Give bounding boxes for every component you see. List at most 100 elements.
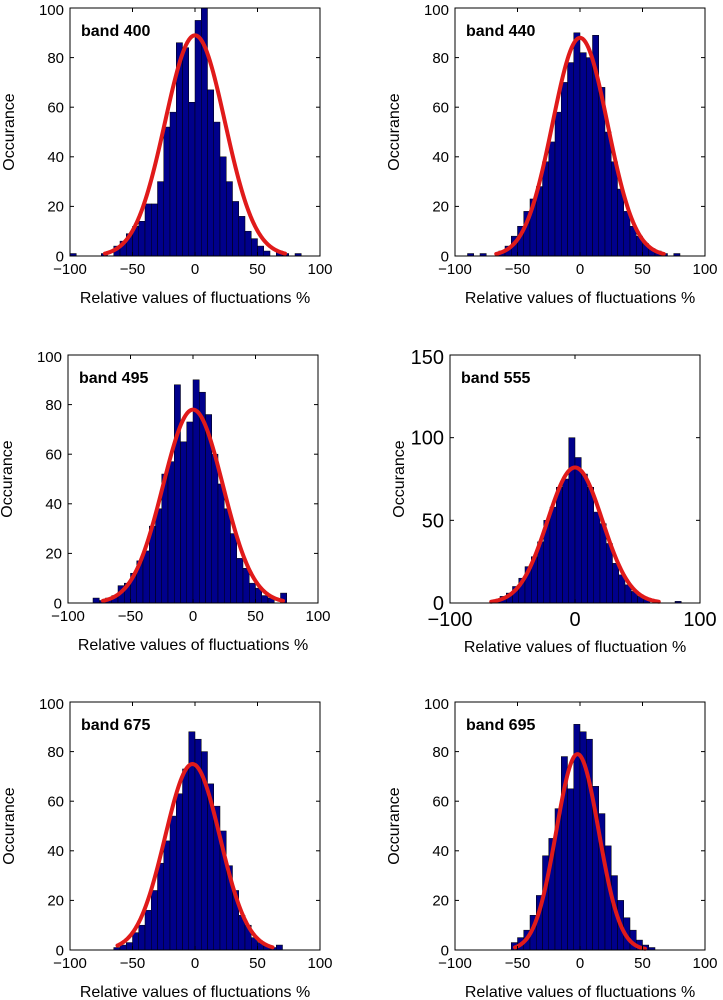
x-tick-label: 0 bbox=[189, 608, 197, 625]
gaussian-fit-line bbox=[103, 33, 287, 256]
histogram-bar bbox=[151, 203, 158, 257]
gaussian-fit-line bbox=[494, 35, 666, 256]
x-axis-label: Relative values of fluctuations % bbox=[465, 290, 695, 307]
x-tick-label: −100 bbox=[438, 261, 472, 278]
band-label: band 555 bbox=[461, 370, 530, 387]
x-tick-label: −50 bbox=[120, 261, 145, 278]
histogram-bar bbox=[263, 250, 271, 257]
histogram-bar bbox=[554, 111, 562, 257]
histogram-bar bbox=[579, 52, 587, 257]
histogram-bar bbox=[249, 582, 256, 604]
x-tick-label: 100 bbox=[692, 955, 717, 972]
y-tick-label: 60 bbox=[432, 793, 449, 810]
histogram-bar bbox=[211, 453, 219, 604]
y-tick-label: 40 bbox=[47, 149, 64, 166]
histogram-bar bbox=[169, 815, 177, 951]
y-tick-label: 80 bbox=[47, 50, 64, 67]
x-tick-label: 100 bbox=[305, 608, 330, 625]
x-tick-label: −100 bbox=[438, 955, 472, 972]
x-tick-label: 100 bbox=[683, 609, 716, 631]
x-tick-label: 100 bbox=[692, 261, 717, 278]
histogram-bar bbox=[144, 203, 152, 257]
y-tick-label: 80 bbox=[45, 397, 62, 414]
x-axis-label: Relative values of fluctuations % bbox=[80, 290, 310, 307]
y-tick-label: 100 bbox=[411, 428, 444, 450]
histogram-bar bbox=[194, 20, 202, 257]
y-tick-label: 50 bbox=[422, 510, 444, 532]
histogram-bar bbox=[556, 487, 563, 604]
y-axis-label: Occurance bbox=[0, 440, 16, 517]
histogram-bar bbox=[567, 788, 574, 951]
y-axis-label: Occurance bbox=[386, 787, 403, 864]
histogram-bar bbox=[561, 82, 568, 257]
x-tick-label: 100 bbox=[307, 261, 332, 278]
x-tick-label: 0 bbox=[191, 261, 199, 278]
histogram-bar bbox=[163, 840, 171, 951]
histogram-bar bbox=[144, 910, 152, 951]
panel-1: −100 −50 0 50 100 0 20 40 60 80 100 Relative values… bbox=[1, 2, 333, 307]
x-axis-label: Relative values of fluctuation % bbox=[464, 639, 686, 656]
histogram-bar bbox=[581, 473, 588, 604]
x-tick-label: 50 bbox=[249, 261, 266, 278]
histogram-bar bbox=[236, 558, 244, 604]
y-tick-label: 0 bbox=[54, 595, 62, 612]
histogram-bar bbox=[224, 508, 231, 604]
x-axis-label: Relative values of fluctuations % bbox=[80, 984, 310, 1000]
histogram-bars bbox=[467, 32, 681, 257]
y-tick-label: 80 bbox=[432, 50, 449, 67]
y-axis-label: Occurance bbox=[1, 93, 18, 170]
y-tick-label: 20 bbox=[432, 199, 449, 216]
histogram-bar bbox=[167, 461, 175, 604]
y-tick-label: 40 bbox=[432, 843, 449, 860]
x-tick-label: −50 bbox=[505, 955, 530, 972]
histogram-bar bbox=[138, 221, 146, 257]
histogram-bar bbox=[92, 597, 100, 604]
band-label: band 695 bbox=[466, 717, 535, 734]
y-tick-label: 60 bbox=[432, 99, 449, 116]
histogram-bar bbox=[586, 57, 593, 257]
x-tick-label: 50 bbox=[247, 608, 264, 625]
histogram-bar bbox=[567, 62, 574, 257]
histogram-bars bbox=[493, 437, 682, 604]
histogram-bar bbox=[587, 487, 594, 604]
histogram-bar bbox=[157, 181, 164, 257]
y-tick-label: 0 bbox=[56, 248, 64, 265]
histogram-bar bbox=[574, 457, 582, 604]
histogram-bar bbox=[182, 47, 189, 257]
histogram-bar bbox=[612, 563, 619, 604]
histogram-bar bbox=[180, 441, 187, 604]
histogram-bar bbox=[611, 161, 618, 257]
x-tick-label: −100 bbox=[51, 608, 85, 625]
histogram-bar bbox=[155, 508, 162, 604]
panel-5: −100 −50 0 50 100 0 20 40 60 80 100 Relative values… bbox=[1, 696, 333, 1000]
x-tick-label: 100 bbox=[307, 955, 332, 972]
y-tick-label: 100 bbox=[39, 2, 64, 19]
histogram-bar bbox=[604, 131, 612, 257]
y-tick-label: 20 bbox=[47, 893, 64, 910]
histogram-bar bbox=[157, 862, 164, 951]
y-tick-label: 100 bbox=[37, 349, 62, 366]
y-tick-label: 150 bbox=[411, 347, 444, 369]
histogram-bar bbox=[126, 942, 133, 951]
x-tick-label: −100 bbox=[53, 261, 87, 278]
x-tick-label: −100 bbox=[427, 609, 472, 631]
histogram-bar bbox=[242, 568, 250, 604]
x-axis-label: Relative values of fluctuations % bbox=[465, 984, 695, 1000]
gaussian-fit-line bbox=[101, 407, 285, 603]
y-tick-label: 0 bbox=[441, 248, 449, 265]
histogram-bar bbox=[244, 230, 252, 257]
histogram-bar bbox=[213, 121, 221, 257]
histogram-bars bbox=[92, 379, 287, 604]
y-tick-label: 80 bbox=[432, 744, 449, 761]
histogram-bar bbox=[207, 89, 214, 257]
x-tick-label: 0 bbox=[576, 261, 584, 278]
y-tick-label: 20 bbox=[45, 546, 62, 563]
histogram-bar bbox=[261, 595, 269, 604]
y-tick-label: 40 bbox=[47, 843, 64, 860]
histogram-bar bbox=[548, 141, 556, 257]
histogram-bar bbox=[238, 216, 246, 257]
y-axis-label: Occurance bbox=[1, 787, 18, 864]
histogram-bar bbox=[568, 437, 576, 604]
x-tick-label: 50 bbox=[634, 261, 651, 278]
